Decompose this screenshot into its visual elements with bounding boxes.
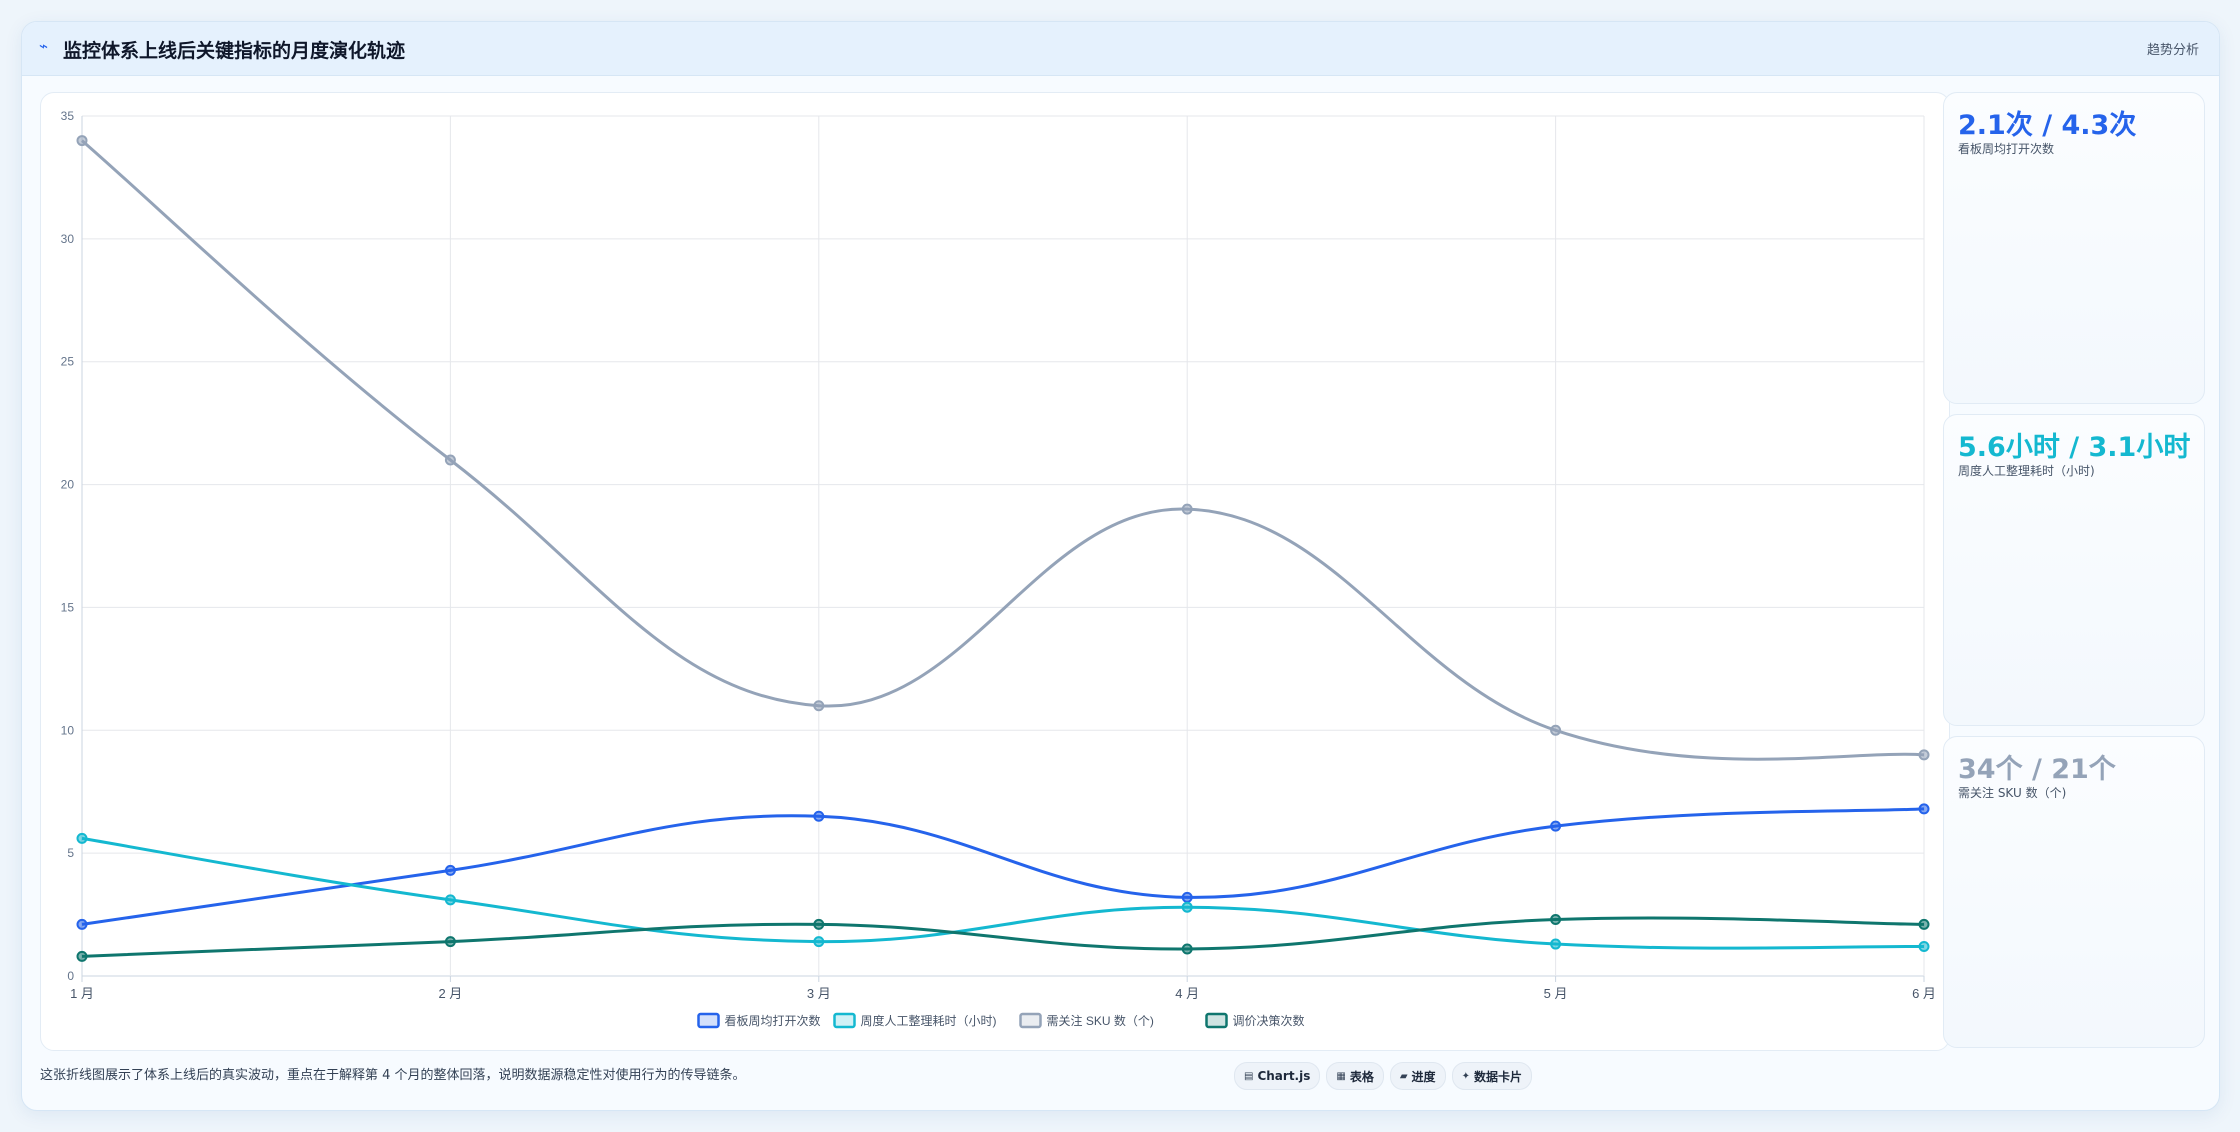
y-tick-label: 0	[67, 969, 74, 983]
kpi-label: 看板周均打开次数	[1958, 142, 2055, 156]
legend-label: 调价决策次数	[1233, 1013, 1305, 1028]
kpi-label: 需关注 SKU 数（个)	[1958, 786, 2067, 800]
y-tick-label: 20	[61, 478, 75, 492]
x-tick-label: 6 月	[1912, 986, 1936, 1001]
x-tick-label: 2 月	[438, 986, 462, 1001]
chip-chartjs[interactable]: ▤ Chart.js	[1234, 1062, 1321, 1090]
data-point	[1181, 503, 1193, 515]
dashboard-card: ⌁ 监控体系上线后关键指标的月度演化轨迹 趋势分析 0 5 10 15 20 25 30 35…	[21, 21, 2220, 1111]
progress-icon: ▰	[1399, 1070, 1408, 1082]
page-title: 监控体系上线后关键指标的月度演化轨迹	[63, 40, 406, 62]
chip-label: 进度	[1411, 1069, 1436, 1084]
chip-label: Chart.js	[1257, 1069, 1311, 1083]
data-point	[444, 864, 456, 876]
trend-icon: ⌁	[39, 37, 49, 55]
data-point	[1550, 724, 1562, 736]
chart-panel: 0 5 10 15 20 25 30 35 1 月 2 月 3 月 4 月 5 月 6 月看板周均打开次数…	[40, 92, 1950, 1051]
legend-label: 看板周均打开次数	[725, 1013, 821, 1028]
data-point	[813, 936, 825, 948]
data-point	[1550, 938, 1562, 950]
data-point	[1550, 820, 1562, 832]
chip-label: 数据卡片	[1473, 1069, 1522, 1084]
x-tick-label: 5 月	[1544, 986, 1568, 1001]
data-point	[444, 936, 456, 948]
y-tick-label: 10	[61, 723, 75, 737]
y-tick-label: 30	[61, 232, 75, 246]
data-point	[1918, 803, 1930, 815]
kpi-label: 周度人工整理耗时（小时)	[1958, 464, 2095, 478]
card-header: ⌁ 监控体系上线后关键指标的月度演化轨迹 趋势分析	[22, 22, 2219, 76]
data-point	[76, 950, 88, 962]
kpi-card-dashboard-opens: 2.1次 / 4.3次 看板周均打开次数	[1943, 92, 2205, 404]
kpi-value: 5.6小时 / 3.1小时	[1958, 432, 2191, 463]
y-tick-label: 15	[61, 600, 75, 614]
trend-analysis-button[interactable]: 趋势分析	[2146, 43, 2199, 58]
kpi-card-sku-count: 34个 / 21个 需关注 SKU 数（个)	[1943, 736, 2205, 1048]
chip-progress[interactable]: ▰ 进度	[1389, 1062, 1446, 1090]
kpi-value: 34个 / 21个	[1958, 754, 2116, 785]
data-point	[444, 454, 456, 466]
y-tick-label: 25	[61, 355, 75, 369]
series-line-2	[81, 139, 1925, 761]
x-tick-label: 1 月	[70, 986, 94, 1001]
legend-swatch	[833, 1012, 856, 1029]
y-tick-label: 35	[61, 109, 75, 123]
kpi-card-manual-hours: 5.6小时 / 3.1小时 周度人工整理耗时（小时)	[1943, 414, 2205, 726]
card-icon: ✦	[1461, 1070, 1470, 1082]
data-point	[76, 135, 88, 147]
chip-label: 表格	[1349, 1069, 1374, 1084]
table-icon: ▦	[1336, 1070, 1346, 1082]
data-point	[1181, 891, 1193, 903]
chip-data-card[interactable]: ✦ 数据卡片	[1451, 1062, 1532, 1090]
series-line-1	[81, 836, 1925, 950]
data-point	[813, 918, 825, 930]
tech-chips: ▤ Chart.js ▦ 表格 ▰ 进度 ✦ 数据卡片	[1234, 1062, 1532, 1090]
line-chart: 0 5 10 15 20 25 30 35 1 月 2 月 3 月 4 月 5 月 6 月看板周均打开次数…	[61, 109, 1936, 1029]
legend-swatch	[1019, 1012, 1042, 1029]
data-point	[813, 810, 825, 822]
data-point	[1181, 901, 1193, 913]
data-point	[76, 918, 88, 930]
series-line-3	[81, 916, 1925, 958]
data-point	[76, 832, 88, 844]
x-tick-label: 4 月	[1175, 986, 1199, 1001]
x-tick-label: 3 月	[807, 986, 831, 1001]
chart-caption: 这张折线图展示了体系上线后的真实波动，重点在于解释第 4 个月的整体回落，说明数…	[40, 1068, 746, 1083]
legend-swatch	[697, 1012, 720, 1029]
data-point	[1181, 943, 1193, 955]
series-line-0	[81, 807, 1925, 926]
data-point	[813, 700, 825, 712]
data-point	[1918, 918, 1930, 930]
legend-label: 周度人工整理耗时（小时)	[861, 1013, 997, 1028]
chart-icon: ▤	[1244, 1070, 1254, 1082]
chip-table[interactable]: ▦ 表格	[1326, 1062, 1384, 1090]
kpi-value: 2.1次 / 4.3次	[1958, 110, 2137, 141]
data-point	[1918, 749, 1930, 761]
data-point	[1918, 941, 1930, 953]
data-point	[1550, 913, 1562, 925]
data-point	[444, 894, 456, 906]
legend-label: 需关注 SKU 数（个)	[1047, 1013, 1154, 1028]
legend-swatch	[1205, 1012, 1228, 1029]
y-tick-label: 5	[67, 846, 74, 860]
